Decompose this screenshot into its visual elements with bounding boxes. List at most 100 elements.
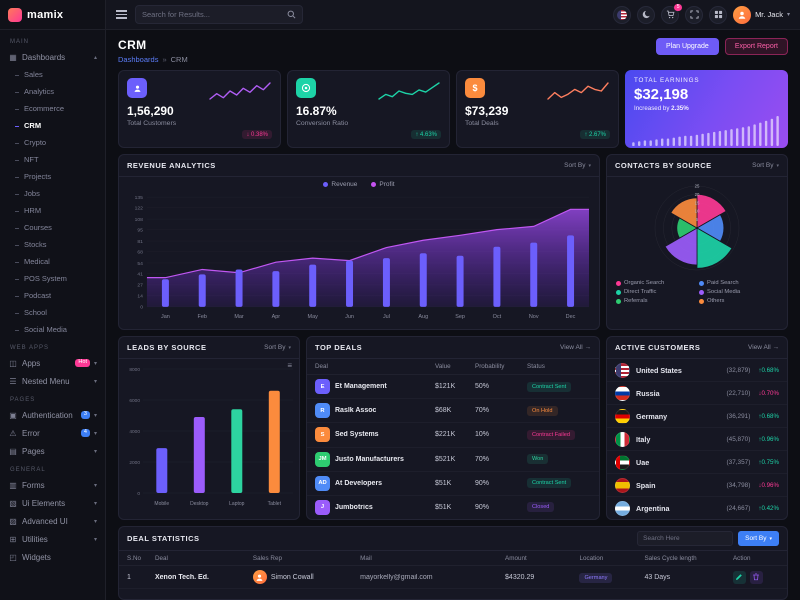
chart-menu-icon[interactable]: ≡: [287, 361, 292, 370]
sidebar-subitem-analytics[interactable]: Analytics: [0, 83, 105, 100]
sidebar-subitem-podcast[interactable]: Podcast: [0, 287, 105, 304]
cell-actions: [732, 570, 779, 584]
us-flag-icon: [615, 362, 630, 378]
deal-stats-row[interactable]: 1 Xenon Tech. Ed. Simon Cowall mayorkelly@g…: [119, 566, 787, 589]
apps-grid-button[interactable]: [709, 5, 728, 24]
sidebar-subitem-crypto[interactable]: Crypto: [0, 134, 105, 151]
trend-badge: ↑ 4.63%: [411, 130, 441, 139]
pages-icon: ▤: [9, 446, 17, 456]
sidebar-subitem-sales[interactable]: Sales: [0, 66, 105, 83]
deal-row[interactable]: JM Justo Manufacturers $521K 70% Won: [307, 448, 599, 472]
deal-row[interactable]: S Sed Systems $221K 10% Contract Failed: [307, 423, 599, 448]
cart-button[interactable]: 5: [661, 3, 683, 24]
deal-row[interactable]: R Raslk Assoc $68K 70% On Hold: [307, 399, 599, 424]
leads-bar-chart: 0 2000 4000 6000 8000 Mobile Desktop Laptop Tabl…: [129, 367, 293, 507]
deal-name: At Developers: [335, 479, 383, 487]
fullscreen-button[interactable]: [685, 5, 704, 24]
sidebar-subitem-pos-system[interactable]: POS System: [0, 270, 105, 287]
table-sort-button[interactable]: Sort By: [738, 531, 779, 546]
cart-icon: [666, 10, 675, 19]
sidebar-item-pages[interactable]: ▤ Pages ▾: [0, 442, 105, 460]
sort-by-dropdown[interactable]: Sort By: [264, 344, 291, 351]
revenue-analytics-chart: 0 14 27 41 54 68 81 95 108 122 135 Jan Feb Mar Apr May J…: [135, 195, 590, 320]
search-input[interactable]: [142, 10, 283, 19]
export-report-button[interactable]: Export Report: [724, 38, 788, 55]
language-flag-button[interactable]: [613, 5, 632, 24]
view-all-link[interactable]: View All: [748, 344, 779, 351]
sidebar-item-utilities[interactable]: ⊞ Utilities ▾: [0, 530, 105, 548]
legend-dot: [616, 298, 621, 304]
sort-by-dropdown[interactable]: Sort By: [564, 162, 591, 169]
sidebar-subitem-nft[interactable]: NFT: [0, 151, 105, 168]
breadcrumb-current: CRM: [170, 55, 188, 64]
sidebar-subitem-social-media[interactable]: Social Media: [0, 321, 105, 338]
sidebar-subitem-jobs[interactable]: Jobs: [0, 185, 105, 202]
customer-row[interactable]: Germany (36,291) ↑0.68%: [607, 405, 787, 428]
global-search-box: [135, 5, 303, 24]
sort-by-dropdown[interactable]: Sort By: [752, 162, 779, 169]
sidebar-subitem-projects[interactable]: Projects: [0, 168, 105, 185]
sidebar-item-ui-elements[interactable]: ▧ Ui Elements ▾: [0, 494, 105, 512]
sparkline-chart: [547, 82, 609, 100]
sidebar-item-authentication[interactable]: ▣ Authentication 3 ▾: [0, 406, 105, 424]
deal-row[interactable]: AD At Developers $51K 90% Contract Sent: [307, 472, 599, 496]
sidebar-subitem-crm[interactable]: CRM: [0, 117, 105, 134]
search-icon[interactable]: [287, 10, 296, 19]
customer-row[interactable]: Italy (45,870) ↑0.96%: [607, 428, 787, 451]
customer-row[interactable]: Spain (34,798) ↓0.96%: [607, 474, 787, 497]
deal-row[interactable]: J Jumbotrics $51K 90% Closed: [307, 496, 599, 519]
customer-country: Germany: [636, 411, 668, 421]
sidebar-subitem-hrm[interactable]: HRM: [0, 202, 105, 219]
plan-upgrade-button[interactable]: Plan Upgrade: [656, 38, 719, 55]
sidebar-subitem-stocks[interactable]: Stocks: [0, 236, 105, 253]
deal-cell: AD At Developers: [315, 475, 435, 491]
customer-value: (24,667): [726, 504, 751, 512]
topbar: 5 Mr. Jack ▾: [106, 0, 800, 30]
dark-mode-toggle[interactable]: [637, 5, 656, 24]
sidebar-item-nested-menu[interactable]: ☰ Nested Menu ▾: [0, 372, 105, 390]
sidebar-item-forms[interactable]: ▥ Forms ▾: [0, 476, 105, 494]
us-flag-icon: [617, 9, 628, 20]
error-icon: ⚠: [9, 428, 17, 438]
customer-change: ↓0.96%: [758, 481, 779, 489]
sidebar-item-apps[interactable]: ◫ Apps Hot ▾: [0, 354, 105, 372]
column-header-probability: Probability: [475, 363, 505, 370]
view-all-link[interactable]: View All: [560, 344, 591, 351]
customer-row[interactable]: United States (32,879) ↑0.68%: [607, 359, 787, 382]
sidebar-subitem-medical[interactable]: Medical: [0, 253, 105, 270]
customer-row[interactable]: Argentina (24,667) ↑0.42%: [607, 497, 787, 519]
legend-dot: [371, 181, 377, 187]
user-menu[interactable]: Mr. Jack ▾: [733, 5, 790, 24]
sort-by-label: Sort By: [264, 344, 286, 351]
sidebar-subitem-ecommerce[interactable]: Ecommerce: [0, 100, 105, 117]
top-deals-header-row: Deal Value Probability Status: [307, 359, 599, 375]
active-customers-body: United States (32,879) ↑0.68% Russia (22,710…: [607, 359, 787, 519]
customer-row[interactable]: Uae (37,357) ↑0.75%: [607, 451, 787, 474]
sidebar-subitem-courses[interactable]: Courses: [0, 219, 105, 236]
top-deals-body: E Et Management $121K 50% Contract Sent R Rasl…: [307, 375, 599, 519]
delete-button[interactable]: [749, 570, 763, 584]
svg-text:Sep: Sep: [455, 314, 465, 320]
customer-country: Argentina: [636, 503, 670, 513]
column-header-s-no: S.No: [127, 554, 141, 562]
sidebar-item-label: Advanced UI: [22, 516, 68, 526]
svg-text:Jul: Jul: [383, 314, 390, 320]
table-search-input[interactable]: [643, 535, 728, 542]
panel-title: TOP DEALS: [315, 343, 363, 352]
deal-avatar: R: [315, 403, 330, 419]
sidebar-item-label: Ui Elements: [22, 498, 66, 508]
leads-by-source-panel: LEADS BY SOURCE Sort By ≡ 0 2000 4000 6000 8…: [118, 336, 300, 520]
legend-dot: [699, 298, 704, 304]
sidebar-item-widgets[interactable]: ◰ Widgets: [0, 548, 105, 566]
edit-button[interactable]: [732, 570, 746, 584]
sidebar-subitem-school[interactable]: School: [0, 304, 105, 321]
sidebar-item-dashboards[interactable]: ▦ Dashboards ▴: [0, 48, 105, 66]
customer-row[interactable]: Russia (22,710) ↓0.70%: [607, 382, 787, 405]
deal-stats-header-row: S.No Deal Sales Rep Mail Amount Location Sales…: [119, 551, 787, 566]
sidebar-item-advanced-ui[interactable]: ▨ Advanced UI ▾: [0, 512, 105, 530]
sidebar-toggle-icon[interactable]: [116, 10, 127, 19]
breadcrumb-dashboards[interactable]: Dashboards: [118, 55, 159, 64]
sidebar-item-error[interactable]: ⚠ Error 4 ▾: [0, 424, 105, 442]
deal-row[interactable]: E Et Management $121K 50% Contract Sent: [307, 375, 599, 400]
app-logo[interactable]: mamix: [0, 0, 105, 30]
